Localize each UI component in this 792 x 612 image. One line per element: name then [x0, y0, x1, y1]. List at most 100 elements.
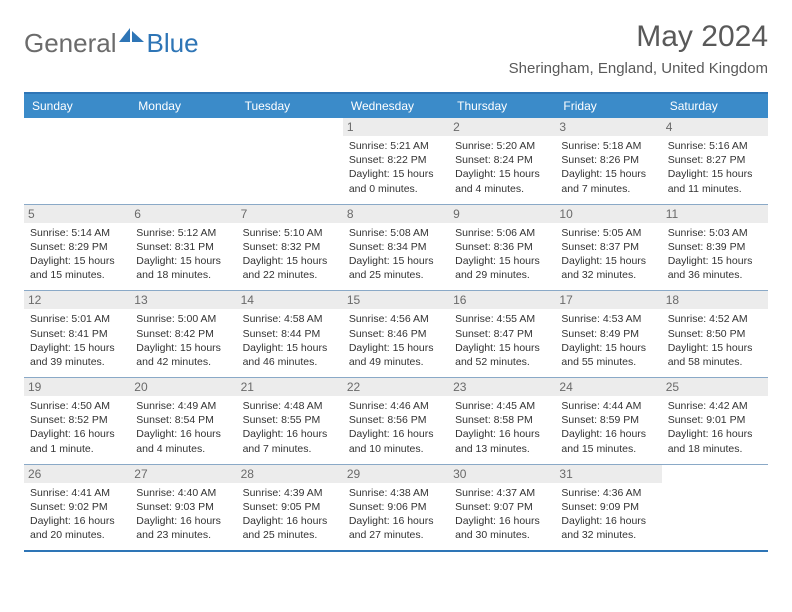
day-number: 25	[662, 378, 768, 396]
day-details: Sunrise: 5:12 AMSunset: 8:31 PMDaylight:…	[136, 226, 230, 283]
daylight-line: Daylight: 15 hours and 0 minutes.	[349, 167, 443, 195]
daylight-line: Daylight: 16 hours and 13 minutes.	[455, 427, 549, 455]
calendar-cell: 10Sunrise: 5:05 AMSunset: 8:37 PMDayligh…	[555, 204, 661, 291]
month-title: May 2024	[509, 20, 768, 54]
sunset-line: Sunset: 8:26 PM	[561, 153, 655, 167]
sunrise-line: Sunrise: 4:45 AM	[455, 399, 549, 413]
daylight-line: Daylight: 16 hours and 25 minutes.	[243, 514, 337, 542]
day-number: 8	[343, 205, 449, 223]
brand-word-1: General	[24, 28, 117, 59]
sunrise-line: Sunrise: 4:55 AM	[455, 312, 549, 326]
day-details: Sunrise: 5:03 AMSunset: 8:39 PMDaylight:…	[668, 226, 762, 283]
calendar-cell: 31Sunrise: 4:36 AMSunset: 9:09 PMDayligh…	[555, 464, 661, 551]
sunset-line: Sunset: 9:03 PM	[136, 500, 230, 514]
calendar-cell: 25Sunrise: 4:42 AMSunset: 9:01 PMDayligh…	[662, 378, 768, 465]
sunset-line: Sunset: 8:49 PM	[561, 327, 655, 341]
sunrise-line: Sunrise: 5:10 AM	[243, 226, 337, 240]
sunrise-line: Sunrise: 4:42 AM	[668, 399, 762, 413]
day-header: Thursday	[449, 94, 555, 118]
day-number: 11	[662, 205, 768, 223]
day-details: Sunrise: 5:06 AMSunset: 8:36 PMDaylight:…	[455, 226, 549, 283]
calendar-page: General Blue May 2024 Sheringham, Englan…	[0, 0, 792, 570]
calendar-cell: 21Sunrise: 4:48 AMSunset: 8:55 PMDayligh…	[237, 378, 343, 465]
sunrise-line: Sunrise: 4:56 AM	[349, 312, 443, 326]
sunrise-line: Sunrise: 5:06 AM	[455, 226, 549, 240]
sunset-line: Sunset: 9:05 PM	[243, 500, 337, 514]
day-number: 31	[555, 465, 661, 483]
daylight-line: Daylight: 15 hours and 52 minutes.	[455, 341, 549, 369]
day-details: Sunrise: 4:53 AMSunset: 8:49 PMDaylight:…	[561, 312, 655, 369]
daylight-line: Daylight: 16 hours and 10 minutes.	[349, 427, 443, 455]
page-header: General Blue May 2024 Sheringham, Englan…	[24, 18, 768, 86]
day-number: 14	[237, 291, 343, 309]
daylight-line: Daylight: 15 hours and 55 minutes.	[561, 341, 655, 369]
day-header: Tuesday	[237, 94, 343, 118]
brand-sails-icon	[119, 26, 145, 44]
daylight-line: Daylight: 15 hours and 11 minutes.	[668, 167, 762, 195]
day-number: 7	[237, 205, 343, 223]
sunset-line: Sunset: 8:59 PM	[561, 413, 655, 427]
daylight-line: Daylight: 16 hours and 7 minutes.	[243, 427, 337, 455]
day-number: 23	[449, 378, 555, 396]
sunset-line: Sunset: 8:50 PM	[668, 327, 762, 341]
sunset-line: Sunset: 8:56 PM	[349, 413, 443, 427]
day-header: Saturday	[662, 94, 768, 118]
daylight-line: Daylight: 15 hours and 42 minutes.	[136, 341, 230, 369]
brand-word-2: Blue	[147, 28, 199, 59]
daylight-line: Daylight: 16 hours and 15 minutes.	[561, 427, 655, 455]
calendar-cell: 1Sunrise: 5:21 AMSunset: 8:22 PMDaylight…	[343, 118, 449, 204]
daylight-line: Daylight: 16 hours and 27 minutes.	[349, 514, 443, 542]
day-number: 19	[24, 378, 130, 396]
sunrise-line: Sunrise: 4:44 AM	[561, 399, 655, 413]
calendar-cell: 11 Sunrise: 5:03 AMSunset: 8:39 PMDayligh…	[662, 204, 768, 291]
day-number: 24	[555, 378, 661, 396]
day-number: 26	[24, 465, 130, 483]
day-details: Sunrise: 4:44 AMSunset: 8:59 PMDaylight:…	[561, 399, 655, 456]
day-header: Friday	[555, 94, 661, 118]
day-number: 12	[24, 291, 130, 309]
sunrise-line: Sunrise: 4:50 AM	[30, 399, 124, 413]
daylight-line: Daylight: 16 hours and 30 minutes.	[455, 514, 549, 542]
day-number: 18	[662, 291, 768, 309]
sunrise-line: Sunrise: 4:36 AM	[561, 486, 655, 500]
brand-logo: General Blue	[24, 28, 199, 59]
sunset-line: Sunset: 8:34 PM	[349, 240, 443, 254]
calendar-cell: 19Sunrise: 4:50 AMSunset: 8:52 PMDayligh…	[24, 378, 130, 465]
sunrise-line: Sunrise: 5:16 AM	[668, 139, 762, 153]
day-details: Sunrise: 4:41 AMSunset: 9:02 PMDaylight:…	[30, 486, 124, 543]
sunrise-line: Sunrise: 5:00 AM	[136, 312, 230, 326]
calendar-cell: 14Sunrise: 4:58 AMSunset: 8:44 PMDayligh…	[237, 291, 343, 378]
sunset-line: Sunset: 9:06 PM	[349, 500, 443, 514]
sunrise-line: Sunrise: 4:46 AM	[349, 399, 443, 413]
calendar-cell: 9Sunrise: 5:06 AMSunset: 8:36 PMDaylight…	[449, 204, 555, 291]
sunrise-line: Sunrise: 5:21 AM	[349, 139, 443, 153]
day-details: Sunrise: 5:00 AMSunset: 8:42 PMDaylight:…	[136, 312, 230, 369]
sunset-line: Sunset: 8:47 PM	[455, 327, 549, 341]
sunset-line: Sunset: 8:58 PM	[455, 413, 549, 427]
calendar-week-row: 12Sunrise: 5:01 AMSunset: 8:41 PMDayligh…	[24, 291, 768, 378]
sunset-line: Sunset: 8:52 PM	[30, 413, 124, 427]
sunrise-line: Sunrise: 5:18 AM	[561, 139, 655, 153]
sunset-line: Sunset: 8:46 PM	[349, 327, 443, 341]
day-details: Sunrise: 5:08 AMSunset: 8:34 PMDaylight:…	[349, 226, 443, 283]
day-details: Sunrise: 5:21 AMSunset: 8:22 PMDaylight:…	[349, 139, 443, 196]
day-number: 6	[130, 205, 236, 223]
sunset-line: Sunset: 8:44 PM	[243, 327, 337, 341]
day-details: Sunrise: 4:49 AMSunset: 8:54 PMDaylight:…	[136, 399, 230, 456]
calendar-cell	[237, 118, 343, 204]
day-number: 3	[555, 118, 661, 136]
calendar-cell: 29Sunrise: 4:38 AMSunset: 9:06 PMDayligh…	[343, 464, 449, 551]
sunset-line: Sunset: 8:37 PM	[561, 240, 655, 254]
day-details: Sunrise: 5:14 AMSunset: 8:29 PMDaylight:…	[30, 226, 124, 283]
sunrise-line: Sunrise: 5:08 AM	[349, 226, 443, 240]
sunrise-line: Sunrise: 5:12 AM	[136, 226, 230, 240]
sunset-line: Sunset: 8:39 PM	[668, 240, 762, 254]
daylight-line: Daylight: 15 hours and 15 minutes.	[30, 254, 124, 282]
calendar-week-row: 5Sunrise: 5:14 AMSunset: 8:29 PMDaylight…	[24, 204, 768, 291]
day-details: Sunrise: 4:40 AMSunset: 9:03 PMDaylight:…	[136, 486, 230, 543]
calendar-cell	[24, 118, 130, 204]
sunrise-line: Sunrise: 4:53 AM	[561, 312, 655, 326]
day-number: 17	[555, 291, 661, 309]
calendar-cell: 28Sunrise: 4:39 AMSunset: 9:05 PMDayligh…	[237, 464, 343, 551]
sunset-line: Sunset: 8:32 PM	[243, 240, 337, 254]
